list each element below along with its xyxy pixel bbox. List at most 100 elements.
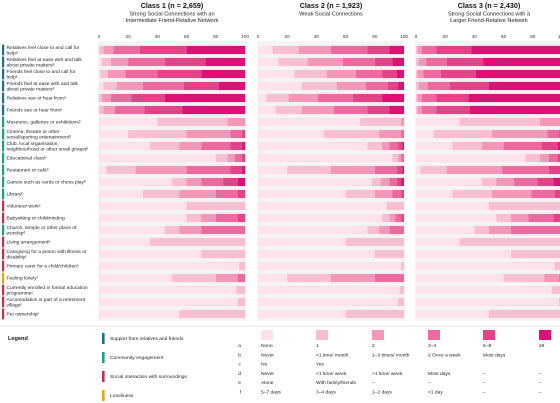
bar-segment [110,93,132,103]
bar-segment [389,177,397,187]
bar-segment [150,237,245,247]
bar-segment [218,81,245,91]
bar-segment [416,105,418,115]
bar-segment [99,141,151,151]
bar-segment [345,237,404,247]
group-marker [2,152,5,164]
x-tick-label: 0 [415,34,418,40]
bar-segment [101,57,111,67]
bar-segment [183,81,219,91]
x-tick-label: 80 [530,34,536,40]
legend-value: – [483,391,486,396]
group-marker [2,296,5,308]
group-marker [2,200,5,212]
legend-group-label: Loneliness [110,393,134,399]
row-label: Caregiving for a peson with illness or di… [7,249,87,260]
bar-segment [553,213,560,223]
bar-segment [275,105,302,115]
bar-segment [548,153,558,163]
bar-segment [107,69,126,79]
bar-segment [99,105,104,115]
bar-segment [557,153,560,163]
bar-segment [416,309,489,319]
bar-segment [446,57,484,67]
bar-segment [396,177,402,187]
bar-segment [374,273,404,283]
bar-segment [99,309,180,319]
bar-segment [548,165,560,175]
legend-value: – [539,381,542,386]
bar-segment [355,69,383,79]
bar-segment [395,213,402,223]
bar-segment [554,261,560,271]
group-marker [2,260,5,272]
bar-segment [272,45,299,55]
bar-segment [294,69,327,79]
panel-title: Class 1 (n = 2,659) [141,1,204,10]
panel-subtitle: Larger Friend-Relative Network [450,18,528,24]
bar-segment [496,177,514,187]
bar-segment [258,129,324,139]
bar-segment [110,57,129,67]
bar-segment [242,129,245,139]
bar-segment [491,189,532,199]
bar-segment [360,117,402,127]
x-tick-label: 40 [314,34,320,40]
bar-segment [475,69,560,79]
legend-group-marker [102,371,105,382]
bar-segment [416,81,419,91]
bar-segment [258,153,393,163]
legend-key: a [238,344,241,349]
bar-segment [336,81,367,91]
bar-segment [99,261,240,271]
row-label: Pet ownershipᶜ [7,312,40,318]
legend-value: <1 time/ week [316,371,347,377]
legend-swatch [261,330,273,340]
bar-segment [416,273,504,283]
bar-segment [418,81,428,91]
bar-segment [379,129,402,139]
bar-segment [345,189,375,199]
bar-segment [99,237,151,247]
bar-segment [382,213,390,223]
group-marker [2,44,5,56]
row-label: Accomodation is part of a retirement vill… [7,297,86,308]
bar-segment [416,237,460,247]
bar-segment [416,153,526,163]
legend-value: <1 time/ month [316,352,349,358]
bar-segment [481,177,497,187]
bar-segment [474,225,489,235]
bar-segment [416,285,552,295]
bar-segment [416,117,460,127]
bar-segment [201,249,245,259]
legend-swatch [428,330,440,340]
bar-segment [503,273,545,283]
bar-segment [237,297,245,307]
bar-segment [99,165,107,175]
bar-segment [421,105,437,115]
legend-value: >1 time/ week [372,371,403,377]
bar-segment [99,285,237,295]
bar-segment [258,213,383,223]
bar-segment [237,213,245,223]
legend-swatch [316,330,328,340]
bar-segment [510,249,560,259]
bar-segment [331,45,368,55]
bar-segment [230,141,243,151]
group-marker [2,68,5,80]
bar-segment [258,225,368,235]
group-marker [2,236,5,248]
bar-segment [459,237,560,247]
bar-segment [416,189,453,199]
bar-segment [510,225,560,235]
legend-value: 1–2 days [372,390,392,396]
x-tick-label: 80 [372,34,378,40]
bar-segment [513,177,538,187]
bar-segment [452,189,492,199]
row-label: Relatives feel close to and call for help… [7,45,80,56]
bar-segment [164,57,206,67]
x-tick-label: 20 [285,34,291,40]
group-marker [2,128,5,140]
bar-segment [471,45,560,55]
panel-subtitle: Weak Social Connections [299,12,363,18]
